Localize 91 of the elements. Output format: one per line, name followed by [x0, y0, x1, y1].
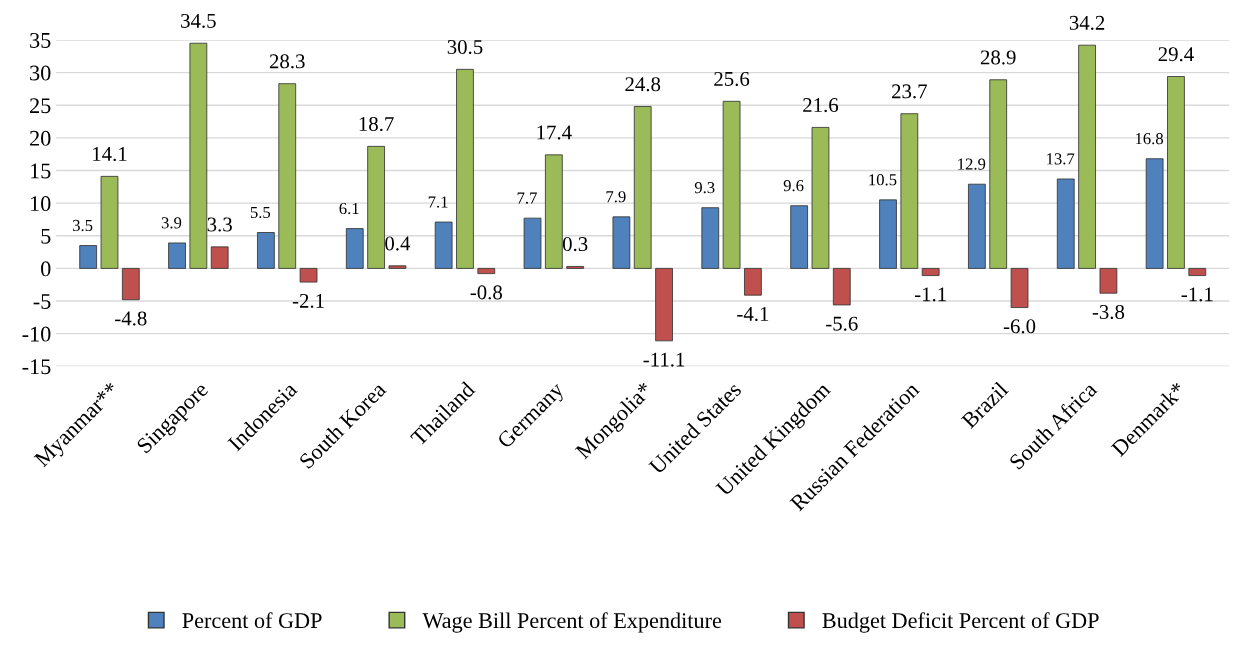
- data-label: 28.3: [269, 54, 305, 69]
- bar: [1078, 44, 1096, 269]
- bar: [477, 267, 496, 275]
- bar: [900, 113, 919, 269]
- data-label: 12.9: [958, 158, 986, 170]
- bar: [456, 68, 474, 269]
- data-label: 24.8: [625, 77, 661, 92]
- bar: [544, 154, 563, 269]
- data-label: 14.1: [93, 147, 127, 162]
- y-tick-label: 0: [41, 261, 51, 277]
- data-label: 9.3: [694, 182, 715, 194]
- bar: [1188, 267, 1207, 276]
- bar: [299, 267, 318, 283]
- data-label: 13.7: [1047, 153, 1075, 165]
- bar: [832, 267, 851, 306]
- data-label: 16.8: [1135, 133, 1164, 145]
- y-tick-label: 25: [30, 98, 51, 114]
- bar: [633, 106, 652, 269]
- data-label: 34.2: [1069, 15, 1105, 30]
- bar: [210, 246, 229, 269]
- data-label: 9.6: [783, 180, 804, 192]
- data-label: 7.9: [606, 191, 626, 203]
- bar: [168, 242, 186, 269]
- data-label: -0.8: [470, 285, 502, 300]
- data-label: -4.1: [737, 306, 769, 322]
- data-label: 17.4: [537, 125, 572, 140]
- y-tick-label: 30: [30, 65, 51, 81]
- bar: [921, 267, 940, 276]
- bar: [968, 183, 986, 269]
- bar: [790, 205, 808, 269]
- bar: [1056, 178, 1075, 269]
- bar: [1167, 76, 1185, 269]
- y-tick-label: 10: [31, 196, 51, 212]
- bar: [434, 221, 453, 269]
- legend-label: Wage Bill Percent of Expenditure: [422, 612, 722, 633]
- data-label: 3.3: [207, 217, 232, 232]
- y-tick-label: 35: [30, 32, 51, 48]
- bar: [655, 267, 673, 342]
- data-label: 5.5: [250, 206, 271, 219]
- bar: [278, 83, 297, 269]
- y-tick-label: 15: [31, 163, 51, 179]
- data-label: 29.4: [1158, 47, 1194, 62]
- data-label: 3.5: [72, 219, 93, 232]
- data-label: 23.7: [892, 84, 927, 99]
- bar: [367, 145, 385, 269]
- data-label: -6.0: [1003, 319, 1036, 334]
- bar: [345, 228, 364, 269]
- data-label: 7.7: [517, 192, 537, 204]
- data-label: 3.9: [161, 217, 182, 229]
- bar: [257, 232, 275, 269]
- data-label: -1.1: [1181, 287, 1213, 302]
- data-label: 25.6: [714, 71, 750, 87]
- bar: [744, 267, 762, 296]
- data-label: 0.3: [562, 237, 588, 252]
- legend-label: Budget Deficit Percent of GDP: [822, 612, 1099, 633]
- legend-label: Percent of GDP: [182, 612, 322, 629]
- y-tick-label: -5: [33, 294, 51, 309]
- bar: [701, 207, 720, 269]
- data-label: -4.8: [115, 311, 147, 326]
- bar: [79, 245, 98, 269]
- data-label: 0.4: [385, 236, 411, 251]
- bar: [722, 100, 741, 269]
- y-tick-label: 20: [30, 130, 51, 146]
- y-tick-label: -10: [22, 326, 51, 342]
- bar: [1099, 267, 1118, 294]
- bar: [989, 79, 1008, 269]
- data-label: -5.6: [826, 316, 858, 331]
- bar: [121, 267, 140, 301]
- bar: [523, 217, 542, 269]
- bar: [879, 199, 897, 269]
- bar: [811, 127, 830, 269]
- data-label: 7.1: [428, 196, 448, 208]
- data-label: 10.5: [869, 174, 897, 186]
- data-label: 6.1: [339, 202, 359, 215]
- data-label: 28.9: [980, 50, 1016, 65]
- bar: [189, 42, 208, 269]
- data-label: 34.5: [181, 13, 216, 28]
- bar: [388, 265, 407, 269]
- bar: [100, 175, 119, 269]
- bar: [612, 216, 631, 269]
- data-label: -1.1: [914, 287, 946, 302]
- bar: [1145, 158, 1164, 269]
- data-label: 21.6: [803, 98, 839, 113]
- data-label: -11.1: [643, 352, 685, 367]
- y-tick-label: -15: [22, 359, 51, 375]
- y-tick-label: 5: [41, 228, 51, 244]
- data-label: -2.1: [292, 293, 324, 308]
- data-label: -3.8: [1092, 304, 1125, 320]
- data-label: 30.5: [447, 39, 483, 55]
- data-label: 18.7: [359, 116, 394, 132]
- bar: [1010, 267, 1029, 308]
